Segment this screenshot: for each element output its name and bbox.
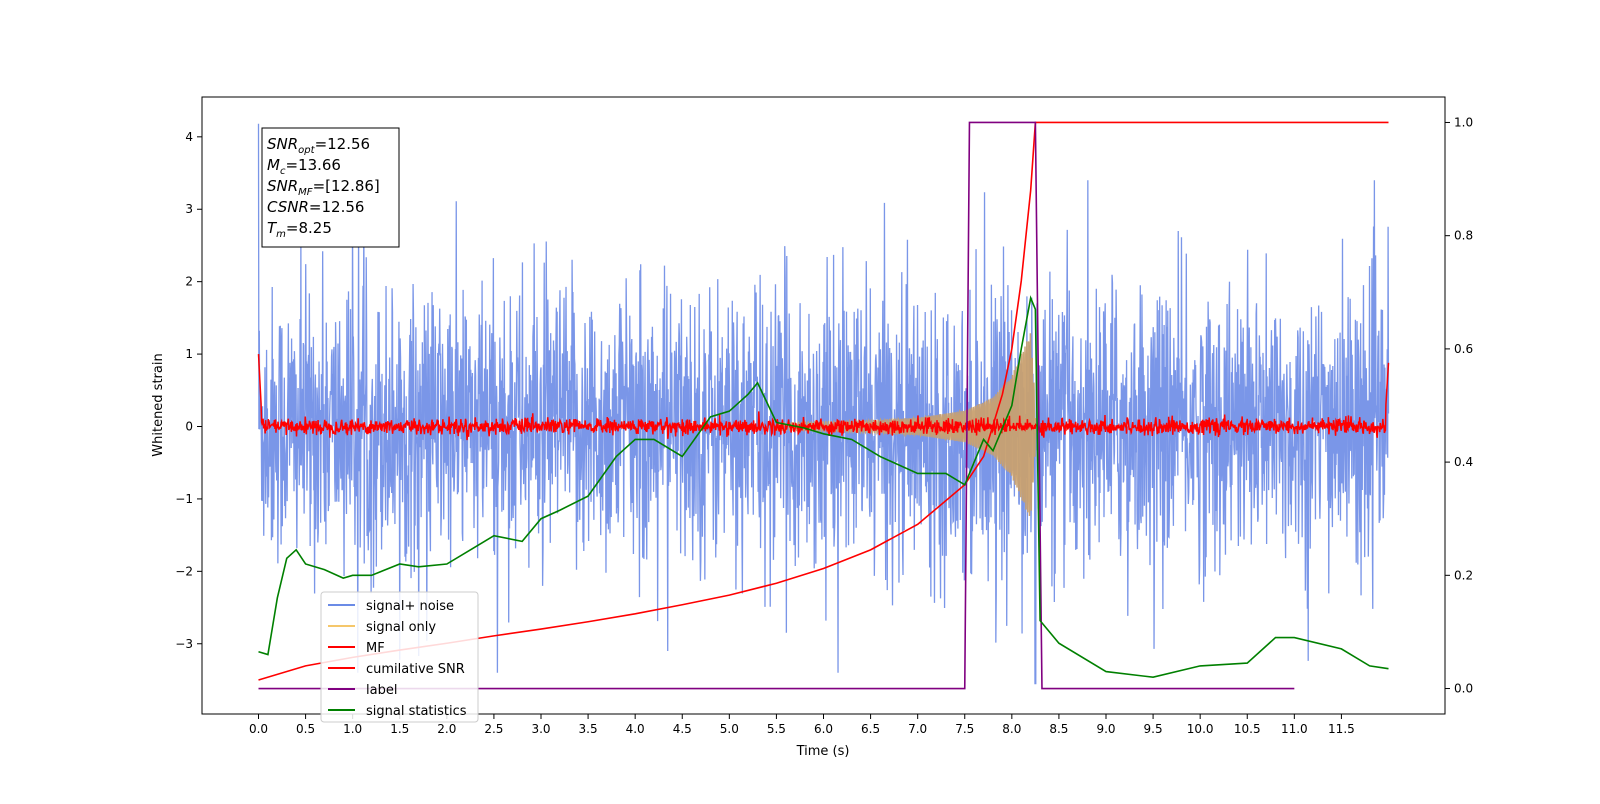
ticks-layer: 0.0 0.5 1.0 1.5 2.0 2.5 3.0 3.5 4.0 4.5 5.0 5.5 6.0 6… [175, 115, 1473, 736]
series-line-mf [257, 354, 1390, 441]
x-tick-label: 0.0 [249, 722, 268, 736]
x-tick-label: 1.0 [343, 722, 362, 736]
annotation-line: Mc=13.66 [267, 156, 341, 177]
y2-tick-label: 0.4 [1454, 455, 1473, 469]
y-tick-label: 3 [185, 202, 193, 216]
x-tick-label: 4.0 [626, 722, 645, 736]
legend-entry: signal statistics [366, 704, 467, 719]
annotation-line: Tm=8.25 [267, 219, 332, 240]
x-tick-label: 5.0 [720, 722, 739, 736]
y2-tick-label: 0.6 [1454, 342, 1473, 356]
x-tick-label: 9.0 [1096, 722, 1115, 736]
legend-entry: signal+ noise [366, 599, 454, 614]
x-tick-label: 7.0 [908, 722, 927, 736]
y-tick-label: 0 [185, 420, 193, 434]
x-tick-label: 11.5 [1328, 722, 1355, 736]
x-tick-label: 6.5 [861, 722, 880, 736]
x-tick-label: 11.0 [1281, 722, 1308, 736]
x-tick-label: 5.5 [767, 722, 786, 736]
x-tick-label: 2.0 [437, 722, 456, 736]
annotation-line: SNRopt=12.56 [267, 135, 370, 156]
x-tick-label: 7.5 [955, 722, 974, 736]
legend-entry: signal only [366, 620, 436, 635]
legend-entry: cumilative SNR [366, 662, 465, 677]
y-tick-label: 2 [185, 275, 193, 289]
x-tick-label: 8.0 [1002, 722, 1021, 736]
x-tick-label: 8.5 [1049, 722, 1068, 736]
y-tick-label: −1 [175, 492, 193, 506]
y2-tick-label: 0.0 [1454, 682, 1473, 696]
x-tick-label: 3.5 [579, 722, 598, 736]
y-tick-label: −3 [175, 637, 193, 651]
x-tick-label: 1.5 [390, 722, 409, 736]
x-tick-label: 10.5 [1234, 722, 1261, 736]
series-line-signal-statistics [258, 295, 1389, 679]
series-line-label [258, 121, 1295, 690]
y2-tick-label: 0.8 [1454, 229, 1473, 243]
y2-tick-label: 0.2 [1454, 568, 1473, 582]
x-axis-label: Time (s) [796, 744, 850, 759]
y-axis-label: Whitened strain [151, 353, 166, 456]
y2-tick-label: 1.0 [1454, 115, 1473, 129]
annotation-line: SNRMF=[12.86] [267, 177, 380, 198]
y-tick-label: 4 [185, 130, 193, 144]
x-tick-label: 4.5 [673, 722, 692, 736]
stats-annotation-box: SNRopt=12.56Mc=13.66SNRMF=[12.86]CSNR=12… [261, 127, 400, 248]
x-tick-label: 6.0 [814, 722, 833, 736]
y-tick-label: −2 [175, 564, 193, 578]
legend-entry: MF [366, 641, 385, 656]
annotation-frame [261, 127, 400, 248]
y-tick-label: 1 [185, 347, 193, 361]
x-tick-label: 2.5 [484, 722, 503, 736]
series-line-signal-noise [257, 123, 1390, 685]
x-tick-label: 0.5 [296, 722, 315, 736]
x-tick-label: 3.0 [531, 722, 550, 736]
annotation-line: CSNR=12.56 [267, 198, 364, 216]
legend-frame [320, 591, 479, 723]
legend: signal+ noise signal only MF cumilative SNR… [320, 591, 479, 723]
legend-entry: label [366, 683, 397, 698]
x-tick-label: 9.5 [1144, 722, 1163, 736]
x-tick-label: 10.0 [1187, 722, 1214, 736]
